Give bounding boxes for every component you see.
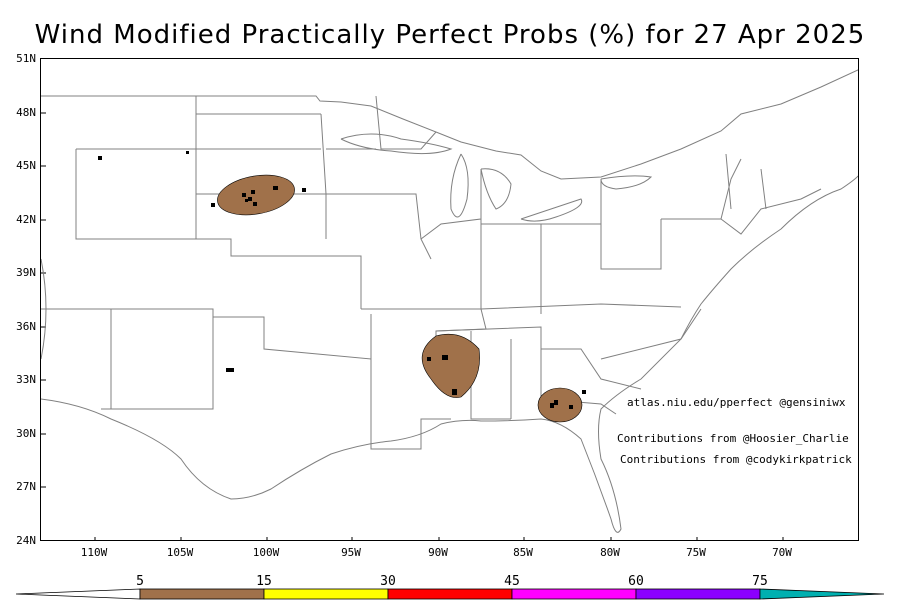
lat-label-39n: 39N — [16, 266, 36, 279]
storm-reports — [98, 151, 586, 409]
map-panel — [40, 58, 859, 541]
report-marker — [302, 188, 306, 192]
lon-label-85w: 85W — [513, 546, 533, 559]
prob-area-midsouth — [421, 333, 480, 398]
report-marker — [569, 405, 573, 409]
report-marker — [98, 156, 102, 160]
report-marker — [442, 355, 448, 360]
lat-label-33n: 33N — [16, 373, 36, 386]
lon-label-95w: 95W — [341, 546, 361, 559]
lat-label-48n: 48N — [16, 106, 36, 119]
credit-site: atlas.niu.edu/pperfect @gensiniwx — [627, 396, 846, 409]
report-marker — [211, 203, 215, 207]
lon-label-80w: 80W — [600, 546, 620, 559]
lon-label-75w: 75W — [686, 546, 706, 559]
scale-label-5: 5 — [136, 574, 144, 589]
page-title: Wind Modified Practically Perfect Probs … — [34, 20, 866, 50]
scale-label-15: 15 — [256, 574, 272, 589]
scale-swatch-45 — [511, 588, 637, 600]
report-marker — [452, 389, 457, 395]
lat-label-45n: 45N — [16, 159, 36, 172]
report-marker — [253, 202, 257, 206]
lon-label-70w: 70W — [772, 546, 792, 559]
report-marker — [226, 368, 234, 372]
prob-area-plains — [217, 174, 295, 216]
lat-label-51n: 51N — [16, 52, 36, 65]
scale-label-45: 45 — [504, 574, 520, 589]
scale-label-30: 30 — [380, 574, 396, 589]
scale-label-60: 60 — [628, 574, 644, 589]
lat-label-24n: 24N — [16, 534, 36, 547]
scale-swatch-15 — [263, 588, 389, 600]
scale-swatch-5 — [139, 588, 265, 600]
report-marker — [550, 403, 554, 408]
lon-label-100w: 100W — [252, 546, 280, 559]
lat-label-36n: 36N — [16, 320, 36, 333]
lon-label-105w: 105W — [166, 546, 194, 559]
scale-arrow-left — [15, 588, 141, 600]
report-marker — [245, 199, 248, 202]
scale-label-75: 75 — [752, 574, 768, 589]
lon-label-110w: 110W — [80, 546, 108, 559]
us-map — [41, 69, 858, 540]
lat-label-27n: 27N — [16, 480, 36, 493]
prob-area-georgia — [537, 387, 583, 423]
report-marker — [242, 193, 246, 197]
scale-swatch-30 — [387, 588, 513, 600]
report-marker — [248, 197, 252, 201]
report-marker — [427, 357, 431, 361]
report-marker — [251, 190, 255, 194]
report-marker — [554, 400, 558, 405]
color-scale-bar — [15, 588, 885, 600]
lat-label-30n: 30N — [16, 427, 36, 440]
report-marker — [582, 390, 586, 394]
credit-contrib-2: Contributions from @codykirkpatrick — [620, 453, 852, 466]
report-marker — [273, 186, 278, 190]
scale-swatch-60 — [635, 588, 761, 600]
lon-label-90w: 90W — [428, 546, 448, 559]
scale-arrow-right — [759, 588, 885, 600]
report-marker — [186, 151, 189, 154]
state-boundaries — [41, 69, 858, 533]
lat-label-42n: 42N — [16, 213, 36, 226]
credit-contrib-1: Contributions from @Hoosier_Charlie — [617, 432, 849, 445]
probability-contours — [217, 174, 583, 423]
